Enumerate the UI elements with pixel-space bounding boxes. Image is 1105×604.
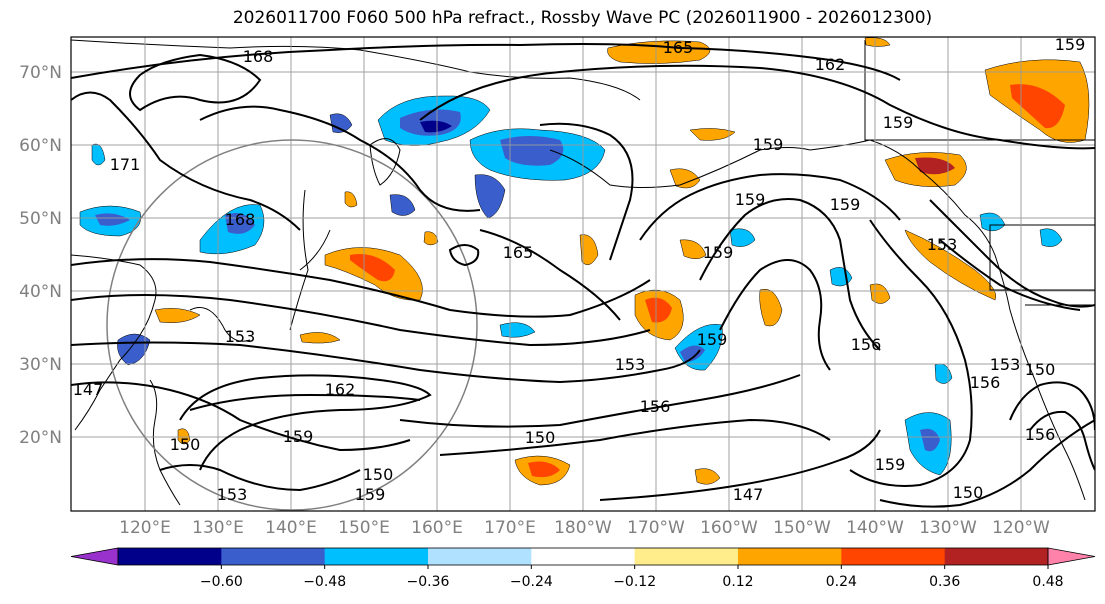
- lat-label: 20°N: [19, 428, 62, 448]
- contour-label: 147: [733, 485, 764, 504]
- colorbar-frame: [117, 547, 1049, 566]
- colorbar-tick-label: −0.12: [613, 574, 656, 590]
- lon-label: 130°E: [192, 518, 244, 538]
- contour-label: 159: [753, 135, 784, 154]
- colorbar-tick-label: −0.36: [407, 574, 450, 590]
- colorbar-extend-high: [1047, 547, 1096, 566]
- negative-anomaly-regions: [79, 95, 1063, 476]
- contour-label: 159: [283, 427, 314, 446]
- range-circle: [106, 139, 478, 511]
- contour-label: 159: [875, 455, 906, 474]
- colorbar-segment: [634, 548, 739, 565]
- contour-label: 150: [170, 435, 201, 454]
- coastlines: [71, 39, 1095, 506]
- contour-label: 153: [990, 355, 1021, 374]
- colorbar-tick-label: 0.36: [929, 574, 960, 590]
- contour-label: 150: [953, 483, 984, 502]
- contour-labels: 168 165 162 159 159 171 168 165 159 159 …: [73, 35, 1086, 504]
- contour-label: 147: [73, 380, 104, 399]
- contour-label: 159: [703, 243, 734, 262]
- contour-label: 153: [927, 235, 958, 254]
- lon-label: 160°E: [411, 518, 463, 538]
- colorbar-tick-label: −0.60: [200, 574, 243, 590]
- colorbar-segment: [118, 548, 222, 565]
- colorbar-tick-label: 0.24: [826, 574, 857, 590]
- colorbar: −0.60 −0.48 −0.36 −0.24 −0.12 0.12 0.24 0.36 0.4…: [70, 547, 1096, 590]
- colorbar-tick-label: 0.12: [722, 574, 753, 590]
- contour-label: 150: [363, 465, 394, 484]
- colorbar-tick-label: −0.24: [510, 574, 553, 590]
- contour-label: 171: [110, 155, 141, 174]
- contour-label: 159: [883, 113, 914, 132]
- lon-label: 170°E: [484, 518, 536, 538]
- colorbar-segment: [944, 548, 1049, 565]
- contour-label: 150: [1025, 360, 1056, 379]
- lon-label: 180°W: [554, 518, 612, 538]
- contour-label: 162: [815, 55, 846, 74]
- lon-label: 150°E: [338, 518, 390, 538]
- colorbar-tick-label: 0.48: [1032, 574, 1063, 590]
- contour-label: 156: [1025, 425, 1056, 444]
- lon-label: 120°E: [119, 518, 171, 538]
- lon-label: 170°W: [627, 518, 685, 538]
- contour-label: 168: [243, 47, 274, 66]
- map-title: 2026011700 F060 500 hPa refract., Rossby…: [232, 8, 933, 28]
- colorbar-segment: [531, 548, 636, 565]
- colorbar-segment: [738, 548, 842, 565]
- contour-label: 150: [525, 428, 556, 447]
- contour-label: 159: [830, 195, 861, 214]
- colorbar-segment: [221, 548, 326, 565]
- colorbar-segment: [841, 548, 946, 565]
- graticule: [71, 37, 1095, 511]
- lat-label: 50°N: [19, 209, 62, 229]
- contour-label: 159: [735, 190, 766, 209]
- contour-label: 156: [970, 373, 1001, 392]
- colorbar-tick-label: −0.48: [303, 574, 346, 590]
- positive-anomaly-regions: [154, 37, 1090, 486]
- latitude-labels: 70°N 60°N 50°N 40°N 30°N 20°N: [19, 63, 62, 448]
- colorbar-segment: [324, 548, 429, 565]
- contour-label: 156: [640, 397, 671, 416]
- lon-label: 140°E: [265, 518, 317, 538]
- map-frame: [70, 36, 1096, 512]
- lat-label: 70°N: [19, 63, 62, 83]
- contour-label: 162: [325, 380, 356, 399]
- contour-label: 159: [697, 330, 728, 349]
- lon-label: 130°W: [919, 518, 977, 538]
- contour-label: 165: [663, 38, 694, 57]
- contour-label: 153: [225, 327, 256, 346]
- lat-label: 30°N: [19, 355, 62, 375]
- lon-label: 150°W: [773, 518, 831, 538]
- lat-label: 40°N: [19, 282, 62, 302]
- contour-label: 153: [217, 485, 248, 504]
- lon-label: 120°W: [992, 518, 1050, 538]
- lon-label: 140°W: [846, 518, 904, 538]
- longitude-labels: 120°E 130°E 140°E 150°E 160°E 170°E 180°…: [119, 518, 1050, 538]
- contour-label: 153: [615, 355, 646, 374]
- contour-label: 165: [503, 243, 534, 262]
- contour-label: 168: [225, 210, 256, 229]
- contour-label: 156: [851, 335, 882, 354]
- contour-lines: [71, 43, 1095, 508]
- lon-label: 160°W: [700, 518, 758, 538]
- contour-label: 159: [1055, 35, 1086, 54]
- colorbar-segment: [428, 548, 532, 565]
- colorbar-extend-low: [70, 547, 119, 566]
- lat-label: 60°N: [19, 136, 62, 156]
- contour-label: 159: [355, 485, 386, 504]
